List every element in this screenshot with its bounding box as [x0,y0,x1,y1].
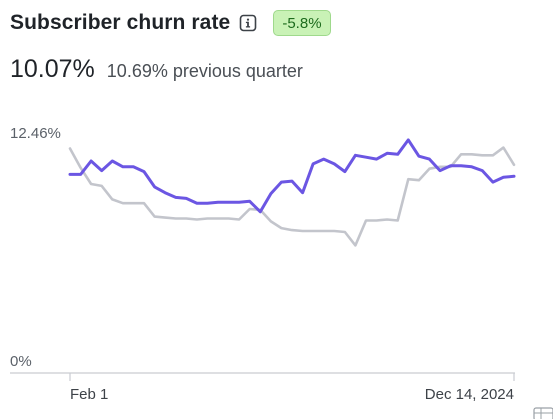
metrics-row: 10.07% 10.69% previous quarter [10,55,303,84]
series-layer [68,138,516,247]
chart-header: Subscriber churn rate -5.8% [10,10,331,36]
previous-series-line [68,146,516,247]
y-tick-top: 12.46% [10,125,61,142]
info-icon[interactable] [239,14,257,32]
y-tick-bottom: 0% [10,353,32,370]
x-tick-start: Feb 1 [70,386,108,403]
table-view-icon[interactable] [531,405,553,419]
chart-title: Subscriber churn rate [10,11,231,34]
change-badge: -5.8% [273,10,331,36]
current-value: 10.07% [10,55,95,83]
current-series-line [68,138,516,214]
x-tick-end: Dec 14, 2024 [425,386,514,403]
previous-value: 10.69% previous quarter [106,61,303,81]
